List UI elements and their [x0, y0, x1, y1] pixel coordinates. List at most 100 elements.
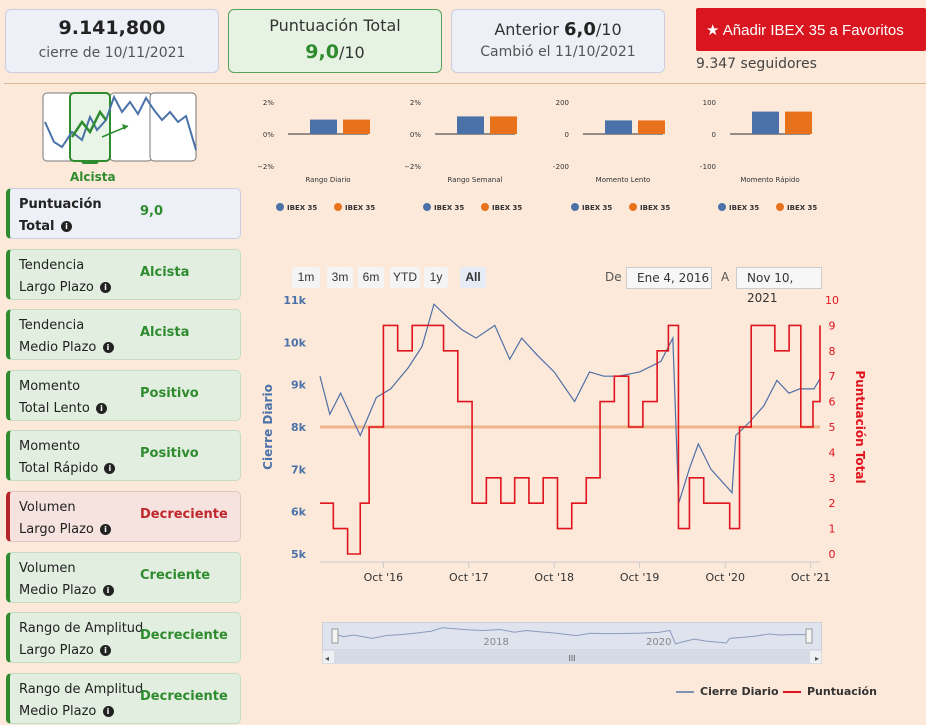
legend-marker — [629, 203, 637, 211]
info-icon[interactable]: i — [95, 402, 107, 414]
to-label: A — [721, 270, 730, 284]
scrollbar-grip: III — [568, 654, 575, 663]
chart-title: Momento Rápido — [740, 176, 799, 184]
range-button[interactable]: 1m — [292, 267, 320, 288]
from-label: De — [605, 270, 622, 284]
info-icon[interactable]: i — [104, 463, 116, 475]
legend-close[interactable]: Cierre Diario — [676, 685, 779, 698]
metric-card: Momento Total Rápido i Positivo — [6, 430, 241, 482]
metric-value: Creciente — [140, 567, 211, 583]
y-tick-label: 9k — [291, 379, 307, 392]
y2-tick-label: 9 — [829, 319, 836, 332]
bar — [752, 111, 779, 134]
range-button[interactable]: 1y — [424, 267, 448, 288]
star-icon: ★ — [706, 21, 720, 39]
range-button[interactable]: 3m — [327, 267, 353, 288]
legend-label: IBEX 35 — [434, 204, 464, 212]
y2-tick-label: 6 — [829, 396, 836, 409]
score-line-swatch — [783, 691, 801, 693]
previous-score: Anterior 6,0/10 — [494, 19, 622, 40]
y-tick-label: 7k — [291, 463, 307, 476]
metric-value: Alcista — [140, 325, 190, 341]
y2-tick-label: 7 — [829, 370, 836, 383]
add-favorite-button[interactable]: ★ Añadir IBEX 35 a Favoritos — [696, 8, 926, 51]
tick-label: 0% — [410, 131, 421, 139]
navigator-right-handle — [805, 628, 813, 644]
metric-card: Tendencia Largo Plazo i Alcista — [6, 248, 241, 300]
y-tick-label: 8k — [291, 421, 307, 434]
metric-value: 9,0 — [140, 204, 164, 219]
legend-label: IBEX 35 — [729, 204, 759, 212]
to-date-input[interactable]: Nov 10, 2021 — [736, 267, 822, 305]
navigator-range — [322, 622, 822, 651]
tick-label: 100 — [703, 99, 716, 107]
navigator-year-label: 2018 — [483, 637, 508, 648]
legend-label: IBEX 35 — [345, 204, 375, 212]
chart-title: Rango Diario — [305, 176, 350, 184]
info-icon[interactable]: i — [100, 524, 111, 535]
range-button[interactable]: All — [460, 267, 486, 288]
navigator-left-handle — [331, 628, 339, 644]
info-icon[interactable]: i — [102, 705, 114, 717]
trend-label: Alcista — [70, 170, 116, 184]
metric-card: Volumen Medio Plazo i Creciente — [6, 551, 241, 603]
scroll-left-icon: ◂ — [325, 654, 329, 663]
legend-label: IBEX 35 — [640, 204, 670, 212]
y2-tick-label: 4 — [829, 446, 836, 459]
metric-value: Decreciente — [140, 628, 228, 644]
metric-value: Alcista — [140, 264, 190, 280]
chart-navigator[interactable]: 2018 2020 III ◂ ▸ — [322, 622, 822, 664]
previous-score-card: Anterior 6,0/10 Cambió el 11/10/2021 — [451, 9, 665, 73]
from-date-input[interactable]: Ene 4, 2016 — [626, 267, 712, 289]
range-button[interactable]: YTD — [390, 267, 420, 288]
total-score-value: 9,0/10 — [305, 41, 365, 63]
main-chart[interactable]: 5k 6k 7k 8k 9k 10k 11k 0 1 2 3 4 5 6 7 8 9 10 Cierre Diari… — [258, 290, 926, 590]
info-icon[interactable]: i — [102, 342, 114, 354]
previous-score-date: Cambió el 11/10/2021 — [480, 44, 636, 60]
info-icon[interactable]: i — [100, 645, 111, 657]
tick-label: −2% — [258, 163, 274, 171]
y2-tick-label: 2 — [829, 497, 836, 510]
y-axis-title: Cierre Diario — [261, 384, 275, 470]
legend-marker — [776, 203, 784, 211]
followers-count: 9.347 seguidores — [696, 56, 817, 72]
legend-marker — [423, 203, 431, 211]
bar — [638, 120, 665, 134]
close-series-line — [319, 303, 821, 504]
total-score-card: Puntuación Total 9,0/10 — [228, 9, 442, 73]
mini-bar-chart: 200 0 −200 Momento Lento IBEX 35 IBEX 35 — [553, 99, 670, 212]
y2-tick-label: 10 — [825, 294, 839, 307]
y-tick-label: 5k — [291, 548, 307, 561]
legend-label: IBEX 35 — [787, 204, 817, 212]
y-tick-label: 6k — [291, 506, 307, 519]
tick-label: −200 — [553, 163, 569, 171]
y-tick-label: 11k — [283, 294, 306, 307]
metric-card: Volumen Largo Plazo i Decreciente — [6, 491, 241, 542]
metric-name: Momento Total Rápido i — [19, 436, 116, 480]
info-icon[interactable]: i — [100, 281, 111, 293]
scroll-right-icon: ▸ — [815, 654, 819, 663]
x-tick-label: Oct '20 — [705, 571, 745, 584]
info-icon[interactable]: i — [61, 221, 73, 232]
metric-card: Rango de Amplitud Largo Plazo i Decrecient… — [6, 612, 241, 664]
bar — [310, 119, 337, 134]
x-tick-label: Oct '17 — [449, 571, 489, 584]
y2-tick-label: 5 — [829, 421, 836, 434]
info-icon[interactable]: i — [102, 584, 114, 596]
mini-bar-chart: 2% 0% −2% Rango Diario IBEX 35 IBEX 35 — [258, 99, 375, 212]
bar — [785, 111, 812, 134]
x-tick-label: Oct '19 — [620, 571, 660, 584]
metric-name: Volumen Largo Plazo i — [19, 497, 111, 541]
metric-name: Momento Total Lento i — [19, 376, 107, 420]
metric-name: Puntuación Total i — [19, 197, 102, 234]
y2-axis-title: Puntuación Total — [853, 370, 867, 483]
legend-label: IBEX 35 — [582, 204, 612, 212]
header-divider — [4, 83, 926, 84]
trend-thumbnail — [42, 92, 197, 164]
range-button[interactable]: 6m — [358, 267, 384, 288]
close-line-swatch — [676, 691, 694, 693]
bar — [490, 116, 517, 134]
y-tick-label: 10k — [283, 336, 306, 349]
legend-score[interactable]: Puntuación — [783, 685, 877, 698]
mini-bar-chart: 100 0 −100 Momento Rápido IBEX 35 IBEX 35 — [700, 99, 817, 212]
